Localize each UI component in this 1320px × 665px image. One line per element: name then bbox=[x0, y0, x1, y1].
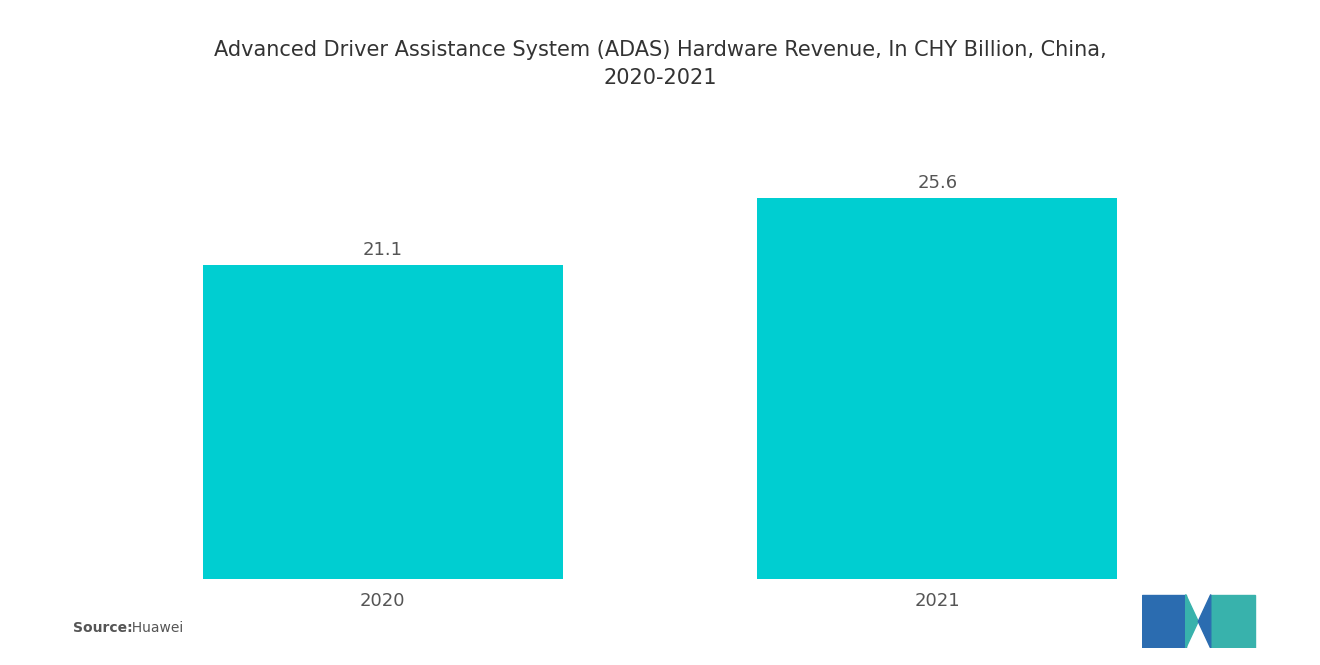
Bar bbox=[758, 198, 1118, 579]
Text: Huawei: Huawei bbox=[123, 621, 183, 635]
Polygon shape bbox=[1185, 595, 1199, 648]
Text: 21.1: 21.1 bbox=[363, 241, 403, 259]
Text: Advanced Driver Assistance System (ADAS) Hardware Revenue, In CHY Billion, China: Advanced Driver Assistance System (ADAS)… bbox=[214, 40, 1106, 88]
Polygon shape bbox=[1142, 595, 1185, 648]
Text: 25.6: 25.6 bbox=[917, 174, 957, 192]
Polygon shape bbox=[1199, 595, 1210, 648]
Text: Source:: Source: bbox=[73, 621, 132, 635]
Polygon shape bbox=[1210, 595, 1254, 648]
Bar bbox=[203, 265, 564, 579]
